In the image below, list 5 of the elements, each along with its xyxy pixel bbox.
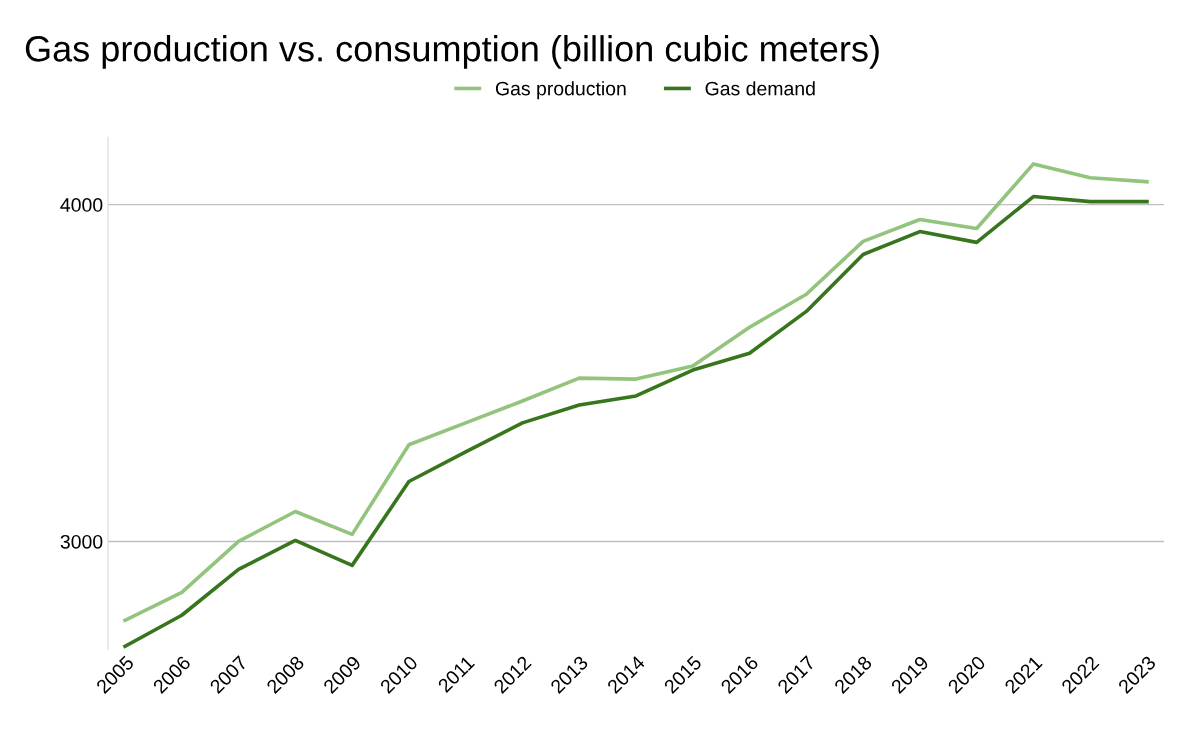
legend-label: Gas production <box>495 81 626 100</box>
chart-title: Gas production vs. consumption (billion cubic meters) <box>25 35 879 69</box>
y-tick-label: 3000 <box>60 534 103 549</box>
y-tick-label: 4000 <box>60 198 103 212</box>
legend-label: Gas demand <box>705 81 815 96</box>
